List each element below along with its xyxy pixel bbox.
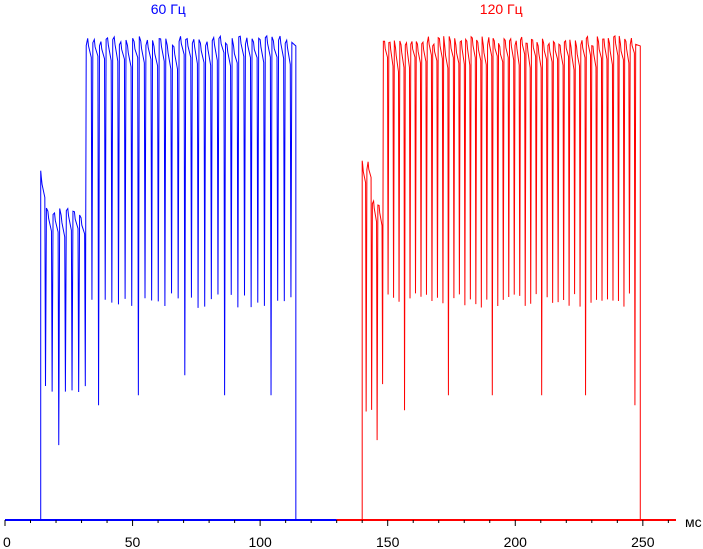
series-labels: 60 Гц 120 Гц	[151, 1, 523, 17]
x-tick-label: 100	[248, 534, 272, 549]
series-line-2	[336, 35, 676, 521]
x-axis-ticks: 0 50 100 150 200 250	[3, 520, 669, 549]
series-line-1	[5, 34, 337, 521]
x-tick-label: 0	[3, 534, 11, 549]
x-tick-label: 50	[125, 534, 141, 549]
series-label-1: 60 Гц	[151, 1, 186, 17]
x-tick-label: 200	[504, 534, 528, 549]
x-axis: мс	[685, 514, 702, 530]
series-layer	[5, 34, 676, 521]
series-label-2: 120 Гц	[480, 1, 523, 17]
x-tick-label: 150	[376, 534, 400, 549]
x-tick-label: 250	[631, 534, 655, 549]
x-axis-unit-label: мс	[685, 514, 702, 530]
